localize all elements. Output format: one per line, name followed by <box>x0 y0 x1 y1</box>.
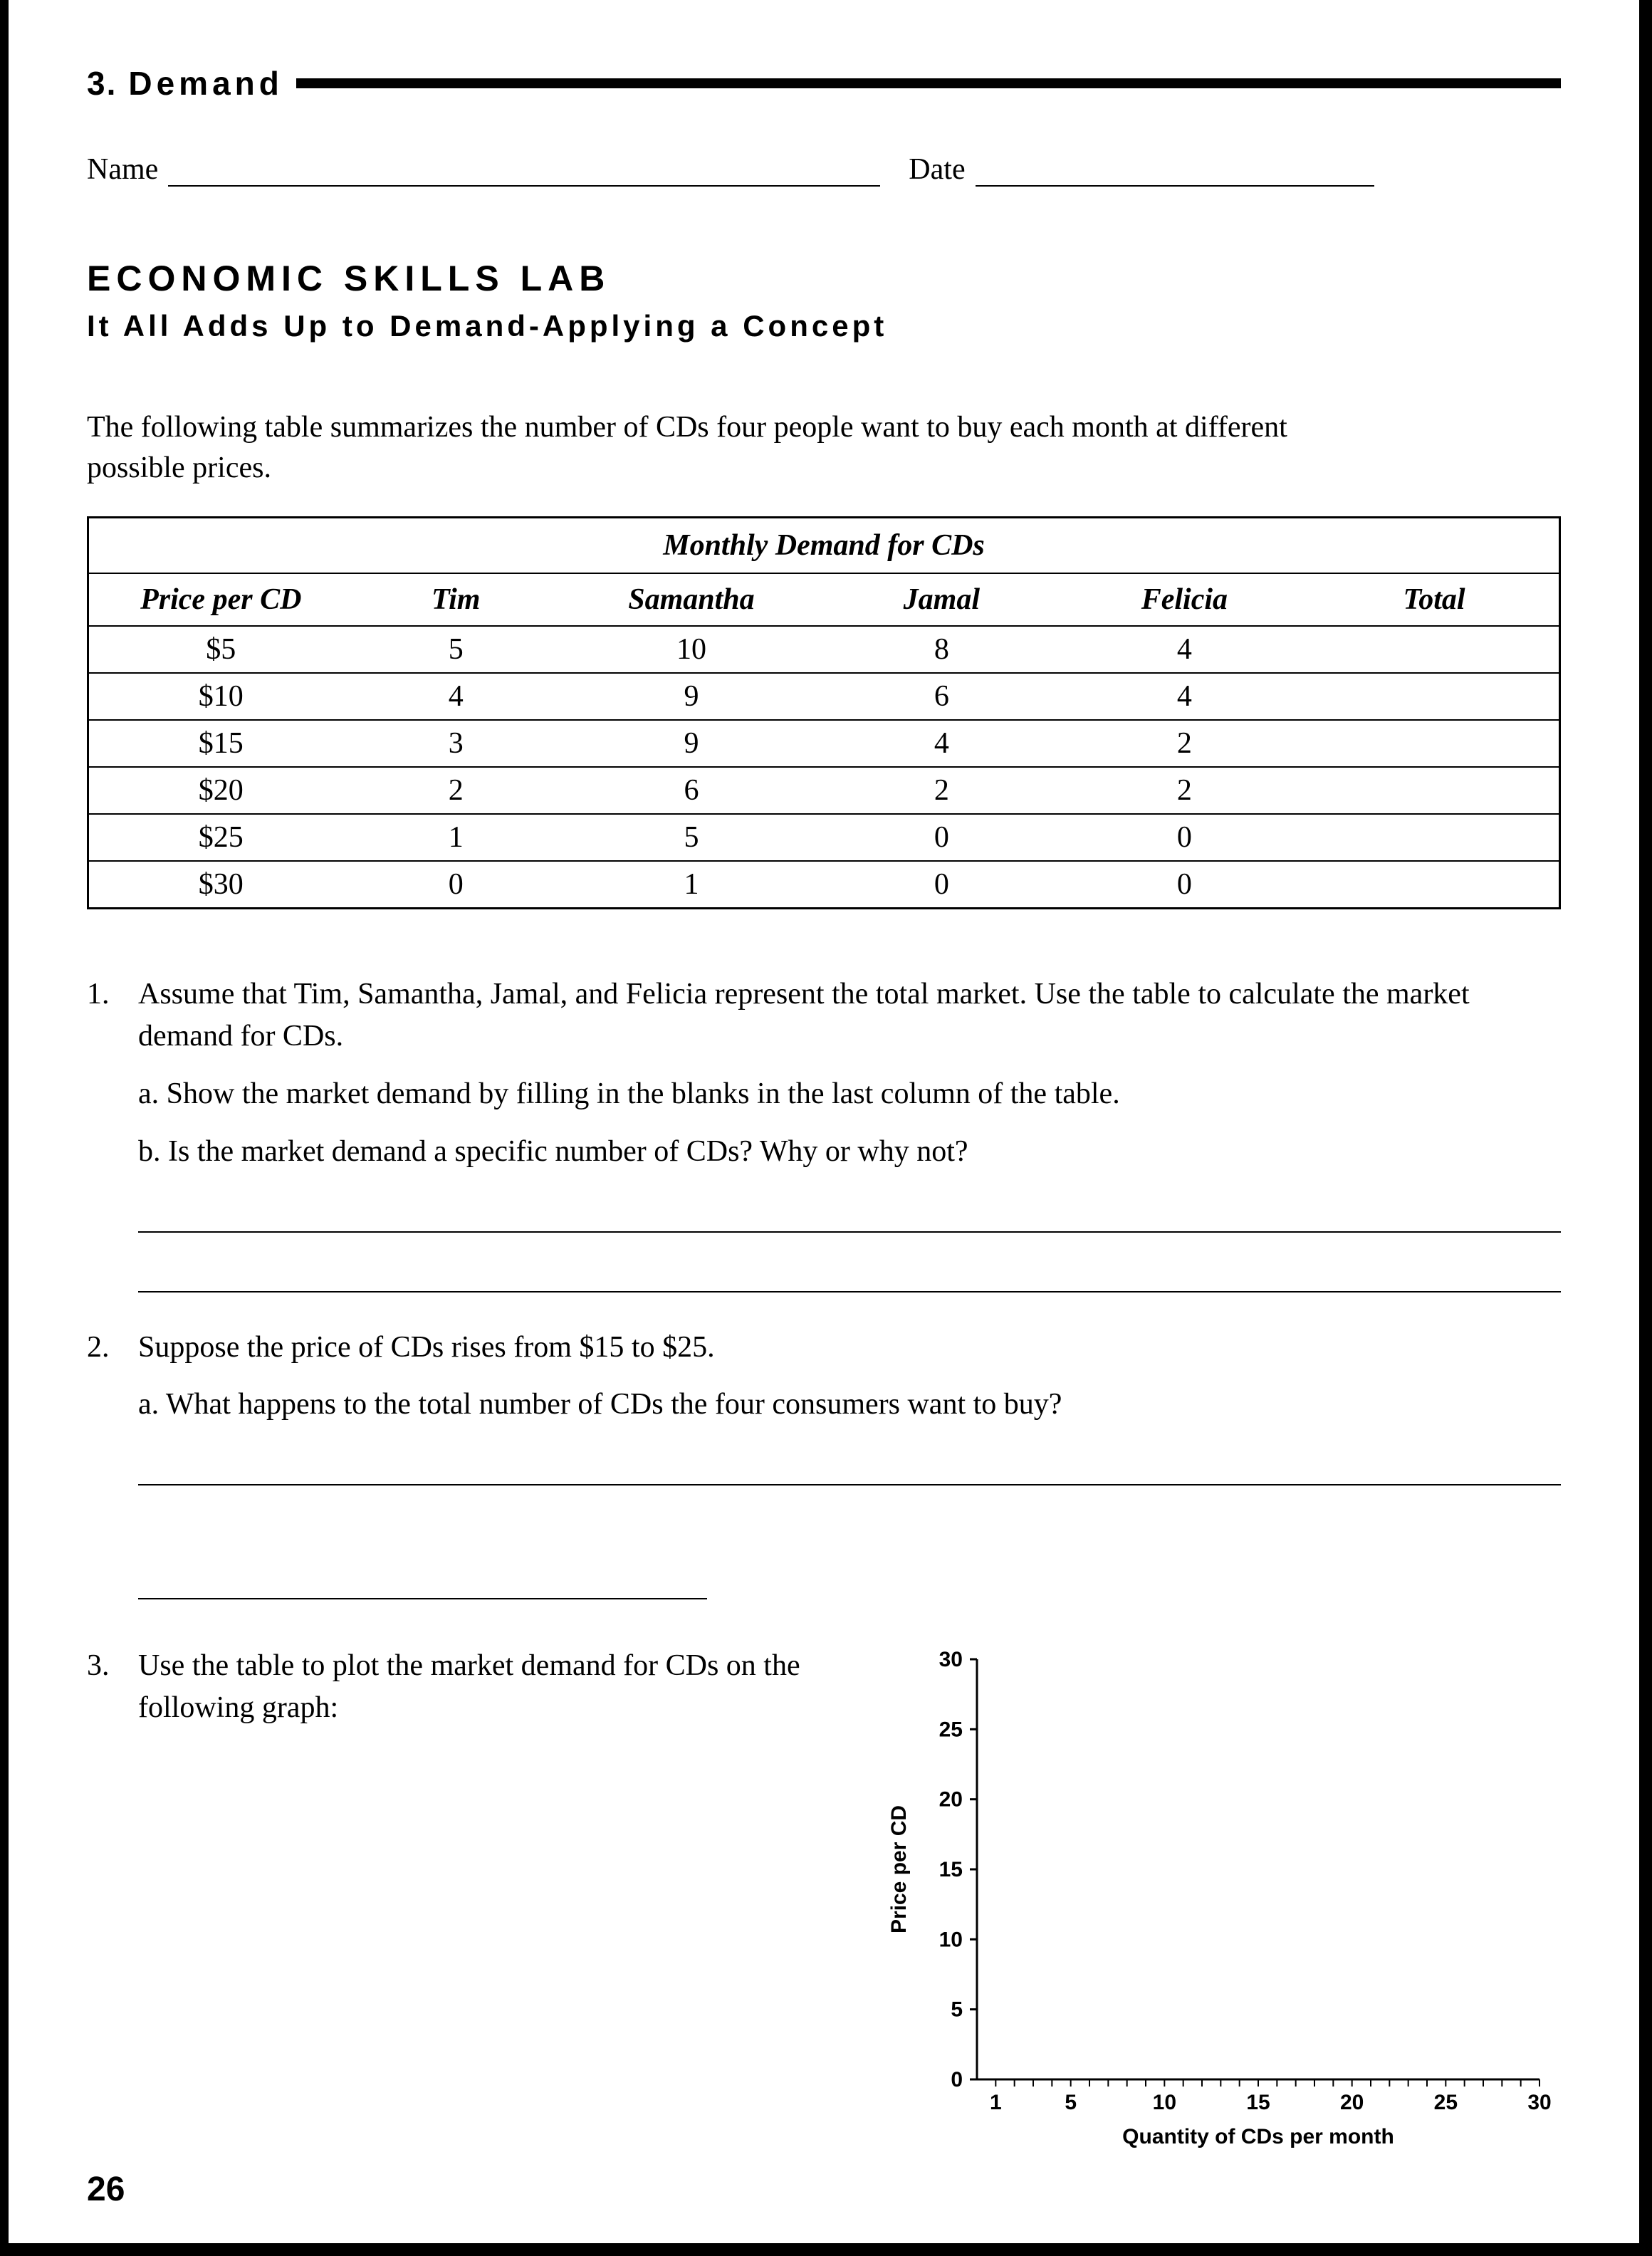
table-cell: $25 <box>88 814 353 861</box>
question-1: 1. Assume that Tim, Samantha, Jamal, and… <box>87 973 1561 1309</box>
table-cell: 4 <box>1060 626 1309 673</box>
table-title: Monthly Demand for CDs <box>88 518 1560 574</box>
table-cell: 8 <box>824 626 1060 673</box>
table-cell[interactable] <box>1309 861 1559 909</box>
svg-text:10: 10 <box>939 1928 963 1951</box>
table-row: $551084 <box>88 626 1560 673</box>
table-cell: 2 <box>824 767 1060 814</box>
svg-text:25: 25 <box>1434 2091 1458 2114</box>
svg-text:10: 10 <box>1153 2091 1176 2114</box>
svg-text:1: 1 <box>990 2091 1002 2114</box>
table-cell: 1 <box>353 814 559 861</box>
svg-text:5: 5 <box>951 1998 963 2022</box>
table-row: $104964 <box>88 673 1560 720</box>
chapter-number: 3. <box>87 64 117 103</box>
table-cell: 4 <box>353 673 559 720</box>
demand-chart: 051015202530151015202530Price per CDQuan… <box>877 1645 1561 2158</box>
question-3: 3. Use the table to plot the market dema… <box>87 1645 849 1729</box>
table-cell: $10 <box>88 673 353 720</box>
q1-b: b. Is the market demand a specific numbe… <box>138 1131 1561 1173</box>
q1-text: Assume that Tim, Samantha, Jamal, and Fe… <box>138 973 1561 1058</box>
chapter-title: Demand <box>128 64 283 103</box>
q2-a: a. What happens to the total number of C… <box>138 1384 1561 1426</box>
table-cell: 0 <box>1060 814 1309 861</box>
q2-text: Suppose the price of CDs rises from $15 … <box>138 1327 1561 1369</box>
q1-answer-line-1[interactable] <box>138 1204 1561 1233</box>
svg-text:30: 30 <box>1527 2091 1551 2114</box>
col-felicia: Felicia <box>1060 573 1309 626</box>
table-row: $300100 <box>88 861 1560 909</box>
table-cell: $15 <box>88 720 353 767</box>
question-2: 2. Suppose the price of CDs rises from $… <box>87 1327 1561 1617</box>
table-cell: $5 <box>88 626 353 673</box>
table-row: $251500 <box>88 814 1560 861</box>
table-cell[interactable] <box>1309 767 1559 814</box>
section-subtitle: It All Adds Up to Demand-Applying a Conc… <box>87 309 1561 343</box>
table-header-row: Price per CD Tim Samantha Jamal Felicia … <box>88 573 1560 626</box>
table-cell: 1 <box>559 861 824 909</box>
svg-text:5: 5 <box>1065 2091 1077 2114</box>
svg-text:20: 20 <box>1340 2091 1364 2114</box>
table-cell: 6 <box>559 767 824 814</box>
col-price: Price per CD <box>88 573 353 626</box>
table-cell: 3 <box>353 720 559 767</box>
page-number: 26 <box>87 2170 125 2209</box>
table-cell: 10 <box>559 626 824 673</box>
q1-answer-line-2[interactable] <box>138 1264 1561 1292</box>
col-total: Total <box>1309 573 1559 626</box>
name-input-line[interactable] <box>168 160 880 187</box>
table-cell: 6 <box>824 673 1060 720</box>
intro-paragraph: The following table summarizes the numbe… <box>87 407 1369 488</box>
chapter-header: 3. Demand <box>87 64 1561 103</box>
chapter-rule <box>296 78 1561 88</box>
table-cell: 9 <box>559 673 824 720</box>
table-cell: 4 <box>1060 673 1309 720</box>
svg-text:20: 20 <box>939 1788 963 1812</box>
table-cell: 9 <box>559 720 824 767</box>
demand-table: Monthly Demand for CDs Price per CD Tim … <box>87 516 1561 909</box>
svg-text:Quantity of CDs per month: Quantity of CDs per month <box>1122 2125 1394 2148</box>
table-cell[interactable] <box>1309 626 1559 673</box>
q2-number: 2. <box>87 1327 138 1617</box>
table-cell: 5 <box>559 814 824 861</box>
name-label: Name <box>87 152 158 187</box>
col-jamal: Jamal <box>824 573 1060 626</box>
q1-number: 1. <box>87 973 138 1309</box>
table-row: $153942 <box>88 720 1560 767</box>
section-heading: ECONOMIC SKILLS LAB <box>87 258 1561 299</box>
table-cell: $30 <box>88 861 353 909</box>
table-cell[interactable] <box>1309 814 1559 861</box>
table-cell: 4 <box>824 720 1060 767</box>
q3-text: Use the table to plot the market demand … <box>138 1645 849 1729</box>
svg-text:15: 15 <box>1246 2091 1270 2114</box>
table-cell: 0 <box>1060 861 1309 909</box>
table-cell: $20 <box>88 767 353 814</box>
table-cell: 0 <box>824 861 1060 909</box>
table-cell[interactable] <box>1309 673 1559 720</box>
name-date-row: Name Date <box>87 152 1561 187</box>
q1-a: a. Show the market demand by filling in … <box>138 1073 1561 1115</box>
svg-text:15: 15 <box>939 1858 963 1881</box>
table-cell[interactable] <box>1309 720 1559 767</box>
date-input-line[interactable] <box>976 160 1374 187</box>
col-samantha: Samantha <box>559 573 824 626</box>
table-row: $202622 <box>88 767 1560 814</box>
table-cell: 2 <box>353 767 559 814</box>
col-tim: Tim <box>353 573 559 626</box>
table-cell: 2 <box>1060 720 1309 767</box>
svg-text:Price per CD: Price per CD <box>887 1805 911 1933</box>
table-cell: 0 <box>824 814 1060 861</box>
table-cell: 0 <box>353 861 559 909</box>
q2-answer-line-1[interactable] <box>138 1457 1561 1485</box>
q2-answer-line-2[interactable] <box>138 1571 707 1599</box>
table-cell: 5 <box>353 626 559 673</box>
svg-text:0: 0 <box>951 2068 963 2092</box>
date-label: Date <box>909 152 965 187</box>
table-cell: 2 <box>1060 767 1309 814</box>
svg-text:25: 25 <box>939 1718 963 1741</box>
q3-number: 3. <box>87 1645 138 1729</box>
svg-text:30: 30 <box>939 1648 963 1671</box>
